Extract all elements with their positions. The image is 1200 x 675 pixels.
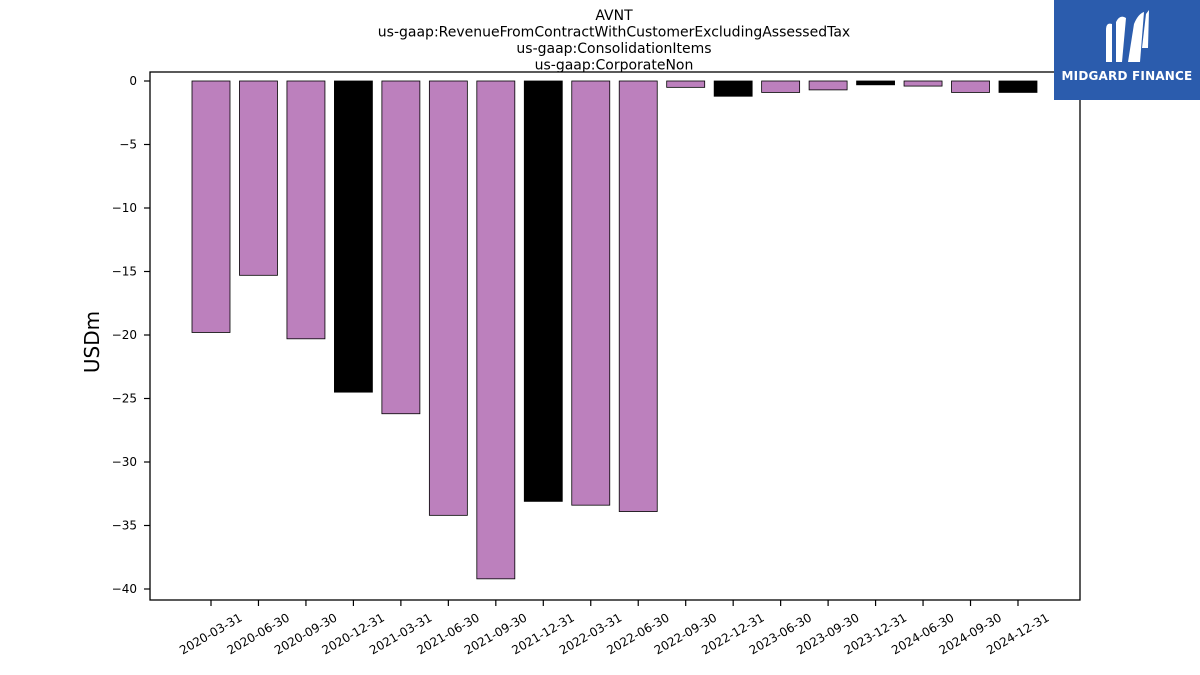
brand-name: MIDGARD FINANCE [1061, 69, 1193, 83]
title-line: us-gaap:RevenueFromContractWithCustomerE… [378, 25, 850, 41]
plot-frame [149, 71, 1081, 601]
bar [666, 80, 706, 88]
bar [571, 80, 611, 506]
bar [428, 80, 468, 516]
bar [523, 80, 563, 502]
bar [951, 80, 990, 93]
bar [334, 80, 373, 393]
bar [381, 80, 421, 415]
bar [998, 80, 1038, 93]
y-tick-label: 0 [129, 74, 137, 88]
bar [713, 80, 753, 97]
brand-logo: MIDGARD FINANCE [1054, 0, 1200, 100]
bar [476, 80, 516, 580]
y-axis: 0 −5 −10 −15 −20 −25 −30 −35 −40 [112, 74, 150, 596]
title-line: us-gaap:ConsolidationItems [516, 41, 711, 57]
bar [903, 80, 943, 87]
bar [618, 80, 658, 512]
bar [191, 80, 231, 333]
y-axis-title: USDm [80, 311, 104, 373]
bar [808, 80, 848, 91]
x-axis: 2020-03-312020-06-302020-09-302020-12-31… [177, 600, 1051, 657]
midgard-logo-icon [1106, 10, 1149, 63]
bar [239, 80, 278, 276]
chart-title: AVNTus-gaap:RevenueFromContractWithCusto… [378, 8, 850, 74]
y-tick-label: −30 [112, 455, 137, 469]
y-tick-label: −35 [112, 519, 137, 533]
y-tick-label: −10 [112, 201, 137, 215]
y-axis-label: USDm [80, 311, 104, 373]
title-line: us-gaap:CorporateNon [535, 58, 694, 74]
title-line: AVNT [595, 8, 633, 24]
bar [286, 80, 326, 340]
y-tick-label: −5 [119, 138, 137, 152]
y-tick-label: −25 [112, 392, 137, 406]
bars [191, 80, 1038, 580]
y-tick-label: −40 [112, 582, 137, 596]
bar [761, 80, 801, 93]
bar [856, 80, 895, 86]
y-tick-label: −20 [112, 328, 137, 342]
y-tick-label: −15 [112, 265, 137, 279]
